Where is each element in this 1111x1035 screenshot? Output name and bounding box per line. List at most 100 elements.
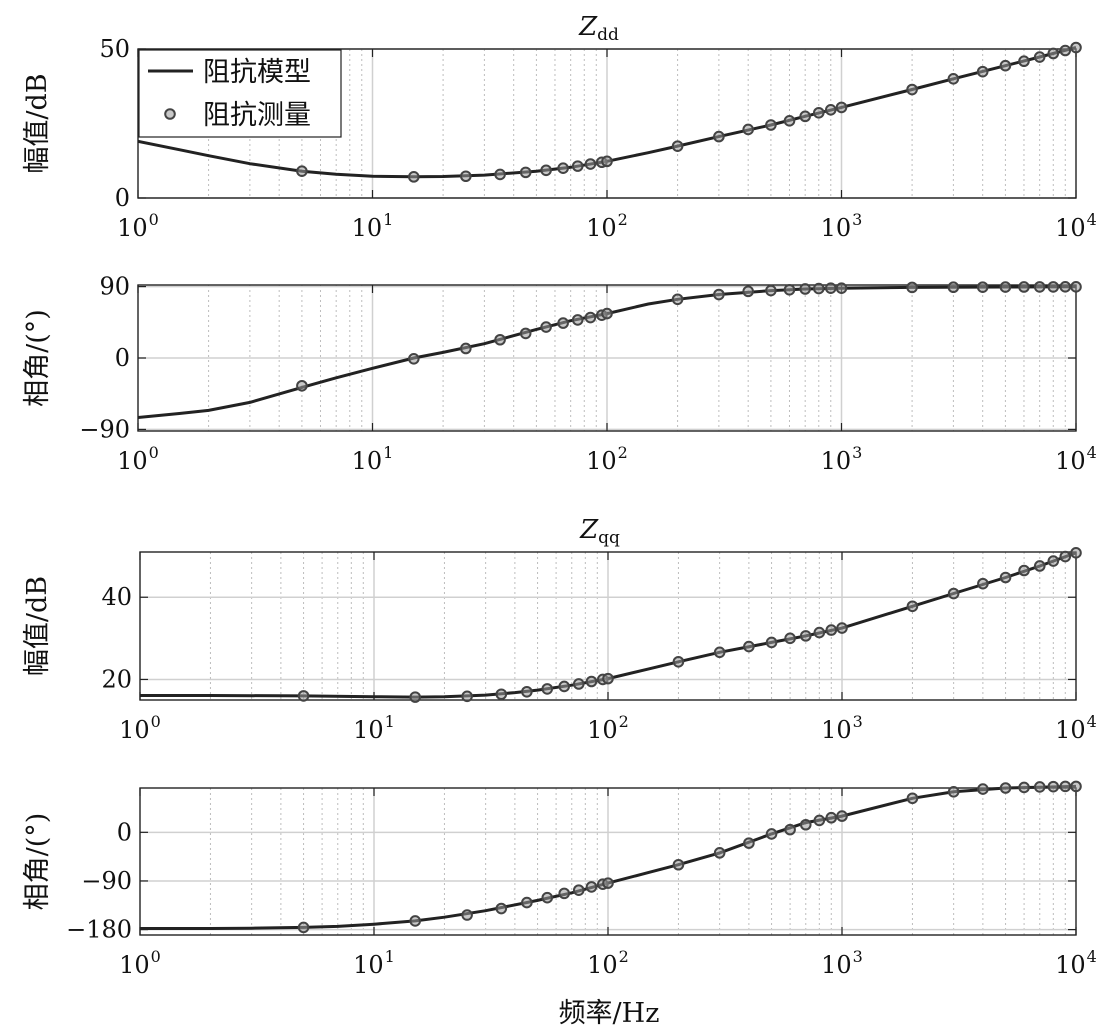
data-point-impedance-measurement	[999, 782, 1012, 794]
data-point-impedance-measurement	[713, 646, 726, 659]
data-point-impedance-measurement	[1018, 55, 1030, 68]
data-point-impedance-measurement	[461, 909, 473, 921]
x-tick-label: 102	[586, 210, 628, 242]
x-tick-label: 100	[117, 443, 159, 475]
series-line-impedance-model	[140, 551, 1077, 699]
data-point-impedance-measurement	[765, 284, 777, 297]
data-point-impedance-measurement	[825, 811, 838, 824]
data-point-impedance-measurement	[999, 571, 1012, 584]
data-point-impedance-measurement	[836, 810, 848, 822]
data-point-impedance-measurement	[1047, 780, 1060, 793]
data-point-impedance-measurement	[906, 281, 918, 294]
data-point-impedance-measurement	[1070, 41, 1082, 54]
data-point-impedance-measurement	[743, 640, 755, 653]
data-point-impedance-measurement	[494, 168, 506, 181]
data-point-impedance-measurement	[906, 600, 919, 613]
panel-title: Zdd	[578, 12, 619, 45]
y-tick-label: −90	[79, 415, 130, 443]
y-tick-label: 0	[115, 344, 130, 372]
x-tick-label: 104	[1055, 712, 1097, 744]
data-point-impedance-measurement	[813, 626, 826, 639]
y-axis-label: 相角/(°)	[22, 813, 53, 911]
data-point-impedance-measurement	[799, 110, 811, 123]
data-point-impedance-measurement	[1070, 547, 1082, 559]
data-point-impedance-measurement	[784, 632, 796, 645]
x-tick-label: 100	[119, 947, 161, 979]
data-point-impedance-measurement	[557, 317, 569, 329]
y-tick-label: 90	[99, 273, 130, 301]
data-point-impedance-measurement	[572, 678, 585, 690]
data-point-impedance-measurement	[947, 281, 960, 294]
y-tick-label: −180	[66, 916, 132, 944]
data-point-impedance-measurement	[1033, 560, 1046, 572]
data-point-impedance-measurement	[824, 282, 837, 294]
data-point-impedance-measurement	[1059, 44, 1072, 57]
data-point-impedance-measurement	[783, 283, 796, 296]
data-point-impedance-measurement	[558, 680, 571, 693]
data-point-impedance-measurement	[671, 140, 684, 152]
data-point-impedance-measurement	[976, 65, 989, 78]
y-tick-label: 20	[101, 665, 132, 693]
data-point-impedance-measurement	[812, 282, 825, 295]
data-point-impedance-measurement	[812, 106, 825, 119]
legend-label-impedance-model: 阻抗模型	[203, 57, 311, 88]
data-point-impedance-measurement	[541, 891, 554, 904]
data-point-impedance-measurement	[1070, 780, 1082, 793]
data-point-impedance-measurement	[784, 823, 796, 836]
data-point-impedance-measurement	[584, 158, 597, 170]
data-point-impedance-measurement	[765, 119, 777, 131]
data-point-impedance-measurement	[799, 818, 812, 831]
data-point-impedance-measurement	[571, 160, 584, 172]
x-tick-label: 102	[586, 443, 628, 475]
x-tick-label: 104	[1055, 210, 1097, 242]
data-point-impedance-measurement	[572, 884, 585, 896]
data-point-impedance-measurement	[1070, 281, 1082, 293]
data-point-impedance-measurement	[602, 877, 614, 889]
data-point-impedance-measurement	[765, 828, 778, 840]
x-tick-label: 103	[821, 443, 863, 475]
data-point-impedance-measurement	[999, 281, 1012, 293]
panel-2: 100 101 102 103 104 −90 0 90 相角/(°)	[22, 273, 1097, 475]
x-tick-label: 104	[1055, 443, 1097, 475]
data-point-impedance-measurement	[460, 170, 472, 183]
data-point-impedance-measurement	[407, 171, 420, 183]
data-point-impedance-measurement	[835, 282, 848, 294]
data-point-impedance-measurement	[1047, 281, 1060, 293]
data-point-impedance-measurement	[783, 115, 796, 127]
data-point-impedance-measurement	[296, 165, 308, 177]
y-tick-label: 40	[101, 583, 132, 611]
data-point-impedance-measurement	[1018, 564, 1030, 577]
data-point-impedance-measurement	[813, 814, 826, 827]
data-point-impedance-measurement	[409, 915, 422, 927]
data-point-impedance-measurement	[906, 792, 919, 805]
x-tick-label: 104	[1055, 947, 1097, 979]
data-point-impedance-measurement	[495, 902, 508, 915]
data-point-impedance-measurement	[742, 123, 754, 136]
data-point-impedance-measurement	[585, 881, 598, 893]
data-point-impedance-measurement	[799, 630, 812, 642]
data-point-impedance-measurement	[1059, 550, 1072, 563]
data-point-impedance-measurement	[409, 691, 422, 703]
x-tick-label: 102	[587, 947, 629, 979]
data-point-impedance-measurement	[1018, 781, 1030, 794]
data-point-impedance-measurement	[297, 921, 310, 934]
data-point-impedance-measurement	[947, 587, 960, 600]
data-point-impedance-measurement	[824, 103, 837, 116]
data-point-impedance-measurement	[1047, 555, 1060, 567]
data-point-impedance-measurement	[835, 101, 848, 114]
legend-label-impedance-measurement: 阻抗测量	[203, 100, 311, 131]
y-axis-label: 幅值/dB	[22, 576, 53, 676]
data-point-impedance-measurement	[585, 675, 598, 688]
y-tick-label: 50	[99, 35, 130, 63]
data-point-impedance-measurement	[495, 688, 508, 701]
data-point-impedance-measurement	[836, 622, 848, 634]
x-tick-label: 101	[352, 210, 394, 242]
data-point-impedance-measurement	[671, 293, 684, 306]
data-point-impedance-measurement	[519, 166, 532, 179]
x-tick-label: 103	[821, 947, 863, 979]
data-point-impedance-measurement	[571, 314, 584, 326]
data-point-impedance-measurement	[601, 155, 613, 168]
x-tick-label: 100	[117, 210, 159, 242]
data-point-impedance-measurement	[1047, 47, 1060, 60]
